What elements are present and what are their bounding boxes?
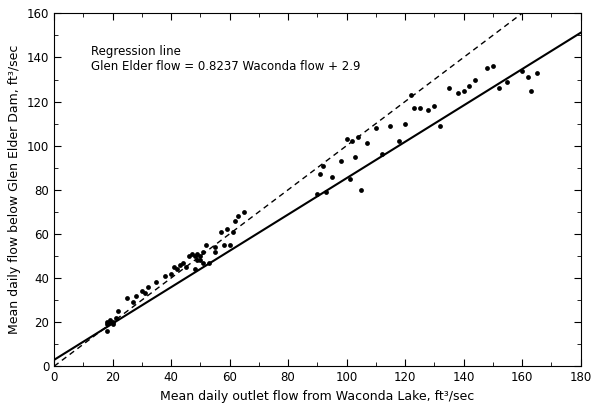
Point xyxy=(160,272,170,279)
Point xyxy=(113,308,123,314)
Point xyxy=(494,85,503,92)
Point xyxy=(345,175,355,182)
Point xyxy=(219,242,229,248)
Point xyxy=(430,103,439,109)
Point xyxy=(196,253,205,259)
Point xyxy=(193,250,202,257)
Point xyxy=(482,65,492,72)
Point xyxy=(175,261,185,268)
Point xyxy=(233,213,243,219)
Point xyxy=(111,314,121,321)
Point xyxy=(436,122,445,129)
Point xyxy=(184,253,193,259)
Point xyxy=(172,266,182,272)
Point xyxy=(193,257,202,264)
Point xyxy=(453,90,463,96)
Point xyxy=(187,250,196,257)
Point xyxy=(178,259,188,266)
Point xyxy=(327,173,337,180)
Point xyxy=(503,79,512,85)
Point xyxy=(526,87,536,94)
Point xyxy=(122,295,132,301)
Point xyxy=(222,226,232,233)
Point xyxy=(409,105,419,111)
Point xyxy=(228,229,238,235)
Point xyxy=(377,151,386,158)
Point xyxy=(464,83,474,90)
Point xyxy=(517,67,527,74)
Point xyxy=(336,158,346,164)
Point xyxy=(102,328,112,334)
Point xyxy=(356,187,366,193)
Point xyxy=(152,279,161,286)
X-axis label: Mean daily outlet flow from Waconda Lake, ft³/sec: Mean daily outlet flow from Waconda Lake… xyxy=(160,390,475,403)
Point xyxy=(316,171,325,178)
Point xyxy=(230,217,240,224)
Text: Regression line
Glen Elder flow = 0.8237 Waconda flow + 2.9: Regression line Glen Elder flow = 0.8237… xyxy=(91,45,361,73)
Point xyxy=(371,125,380,132)
Point xyxy=(394,138,404,145)
Point xyxy=(128,299,138,305)
Point xyxy=(362,140,372,147)
Point xyxy=(386,122,395,129)
Point xyxy=(108,321,118,328)
Point xyxy=(347,138,357,145)
Point xyxy=(353,134,363,140)
Point xyxy=(532,69,541,76)
Point xyxy=(210,248,220,255)
Point xyxy=(415,105,424,111)
Point xyxy=(143,284,152,290)
Point xyxy=(166,270,176,277)
Point xyxy=(216,229,226,235)
Point xyxy=(400,120,410,127)
Point xyxy=(523,74,533,81)
Point xyxy=(140,290,149,297)
Point xyxy=(190,266,199,272)
Point xyxy=(190,253,199,259)
Point xyxy=(406,92,416,98)
Point xyxy=(459,87,469,94)
Point xyxy=(169,264,179,270)
Point xyxy=(424,107,433,114)
Point xyxy=(313,191,322,198)
Point xyxy=(102,319,112,326)
Point xyxy=(225,242,235,248)
Point xyxy=(199,248,208,255)
Point xyxy=(470,76,480,83)
Point xyxy=(488,63,497,69)
Point xyxy=(350,153,360,160)
Point xyxy=(342,136,352,142)
Point xyxy=(181,264,191,270)
Point xyxy=(322,189,331,195)
Point xyxy=(105,316,115,323)
Point xyxy=(131,292,141,299)
Point xyxy=(137,288,146,295)
Y-axis label: Mean daily flow below Glen Elder Dam, ft³/sec: Mean daily flow below Glen Elder Dam, ft… xyxy=(8,45,22,335)
Point xyxy=(319,162,328,169)
Point xyxy=(108,319,118,326)
Point xyxy=(202,242,211,248)
Point xyxy=(210,244,220,250)
Point xyxy=(199,259,208,266)
Point xyxy=(444,85,454,92)
Point xyxy=(205,259,214,266)
Point xyxy=(196,257,205,264)
Point xyxy=(239,208,249,215)
Point xyxy=(102,321,112,328)
Point xyxy=(105,319,115,326)
